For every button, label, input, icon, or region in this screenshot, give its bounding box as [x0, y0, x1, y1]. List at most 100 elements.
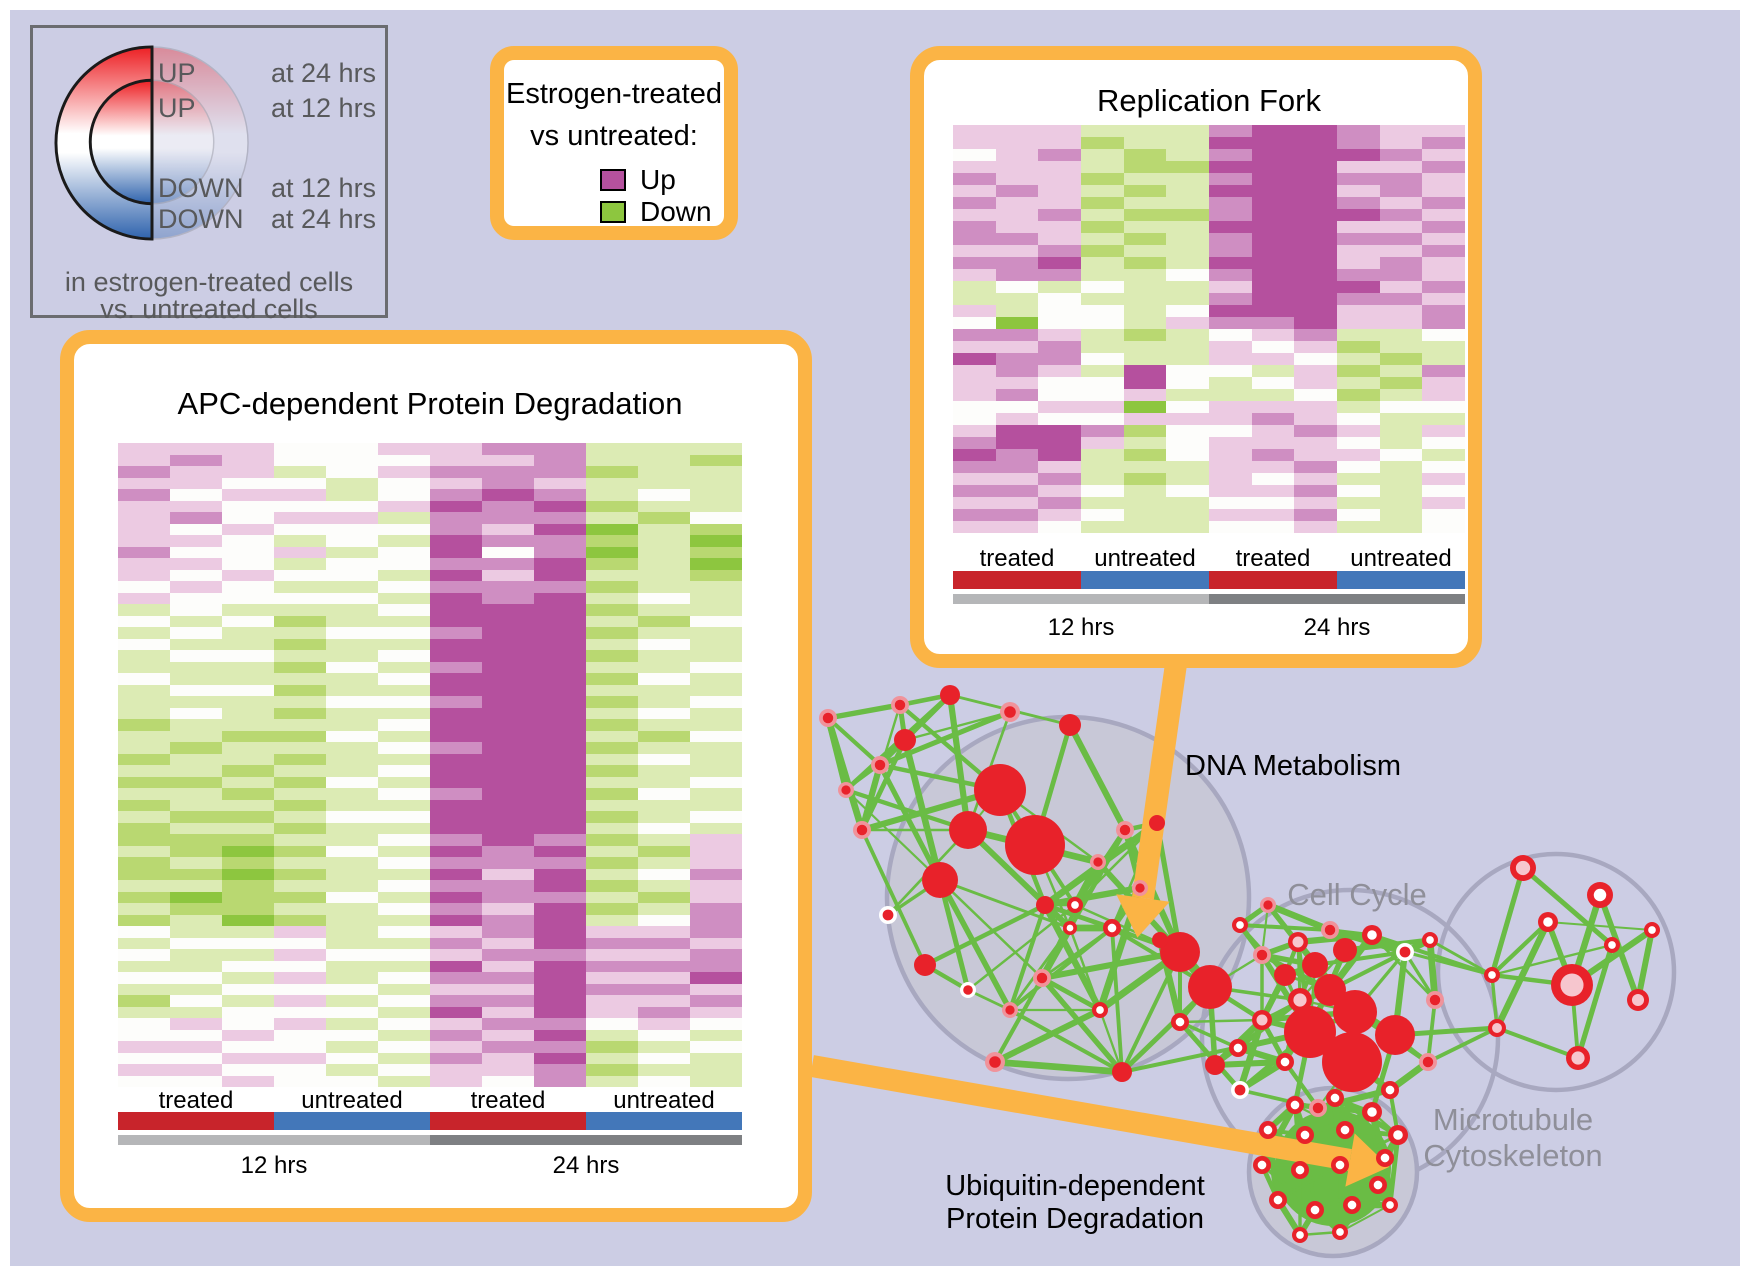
heatmap-cell — [1081, 161, 1124, 173]
heatmap-cell — [118, 1006, 170, 1018]
heatmap-cell — [430, 1064, 482, 1076]
heatmap-row — [953, 173, 1466, 185]
heatmap-cell — [995, 197, 1039, 209]
heatmap-cell — [1294, 473, 1338, 485]
heatmap-cell — [995, 497, 1039, 509]
heatmap-cell — [953, 161, 996, 173]
heatmap-cell — [995, 317, 1039, 329]
timepoint-color-bar — [953, 594, 1465, 604]
heatmap-cell — [1081, 485, 1124, 497]
heatmap-cell — [482, 1052, 534, 1064]
heatmap-cell — [1166, 329, 1210, 341]
heatmap-cell — [274, 1006, 326, 1018]
heatmap-cell — [690, 891, 742, 903]
heatmap-cell — [1209, 437, 1252, 449]
heatmap-cell — [326, 604, 378, 616]
heatmap-cell — [586, 960, 638, 972]
heatmap-cell — [638, 592, 690, 604]
heatmap-cell — [222, 765, 274, 777]
heatmap-cell — [1337, 257, 1380, 269]
heatmap-cell — [1294, 257, 1338, 269]
cluster-label-line: Protein Degradation — [946, 1203, 1204, 1235]
heatmap-cell — [118, 454, 170, 466]
heatmap-cell — [690, 696, 742, 708]
heatmap-cell — [953, 401, 996, 413]
heatmap-cell — [222, 880, 274, 892]
heatmap-row — [118, 604, 742, 616]
heatmap-cell — [1123, 521, 1167, 533]
heatmap-cell — [1422, 293, 1466, 305]
scale-direction: UP — [158, 93, 196, 123]
heatmap-cell — [1081, 245, 1124, 257]
heatmap-cell — [222, 535, 274, 547]
heatmap-cell — [534, 512, 586, 524]
heatmap-cell — [222, 995, 274, 1007]
heatmap-cell — [326, 788, 378, 800]
heatmap-cell — [953, 317, 996, 329]
heatmap-cell — [1294, 353, 1338, 365]
heatmap-cell — [1422, 497, 1466, 509]
heatmap-cell — [378, 546, 430, 558]
heatmap-cell — [170, 995, 222, 1007]
treatment-bar-segment — [1081, 571, 1209, 589]
heatmap-cell — [690, 1075, 742, 1087]
heatmap-cell — [638, 811, 690, 823]
heatmap-cell — [222, 1006, 274, 1018]
heatmap-cell — [170, 868, 222, 880]
heatmap-cell — [586, 845, 638, 857]
heatmap-cell — [1422, 377, 1466, 389]
heatmap-cell — [170, 1018, 222, 1030]
heatmap-cell — [1379, 413, 1423, 425]
heatmap-cell — [1251, 377, 1295, 389]
heatmap-cell — [430, 742, 482, 754]
treatment-bar-segment — [118, 1112, 274, 1130]
heatmap-cell — [995, 389, 1039, 401]
heatmap-cell — [430, 558, 482, 570]
heatmap-cell — [430, 477, 482, 489]
heatmap-cell — [170, 558, 222, 570]
heatmap-cell — [690, 926, 742, 938]
heatmap-cell — [534, 535, 586, 547]
heatmap-cell — [1294, 293, 1338, 305]
heatmap-cell — [274, 581, 326, 593]
heatmap-cell — [953, 341, 996, 353]
heatmap-cell — [326, 1006, 378, 1018]
heatmap-cell — [638, 926, 690, 938]
heatmap-cell — [1337, 245, 1380, 257]
heatmap-cell — [378, 788, 430, 800]
heatmap-cell — [430, 983, 482, 995]
heatmap-cell — [1337, 197, 1380, 209]
heatmap-row — [953, 233, 1466, 245]
heatmap-cell — [1294, 449, 1338, 461]
heatmap-cell — [326, 454, 378, 466]
heatmap-cell — [1379, 317, 1423, 329]
heatmap-cell — [1081, 125, 1124, 137]
heatmap-cell — [1251, 173, 1295, 185]
heatmap-cell — [118, 615, 170, 627]
heatmap-cell — [1379, 473, 1423, 485]
heatmap-row — [118, 454, 742, 466]
down-color-swatch — [600, 201, 626, 223]
heatmap-cell — [118, 466, 170, 478]
heatmap-cell — [326, 1064, 378, 1076]
heatmap-cell — [638, 1029, 690, 1041]
heatmap-cell — [1209, 353, 1252, 365]
heatmap-cell — [170, 696, 222, 708]
heatmap-cell — [1251, 413, 1295, 425]
cluster-label-line: Microtubule — [1432, 1102, 1594, 1137]
heatmap-cell — [326, 592, 378, 604]
heatmap-cell — [995, 125, 1039, 137]
heatmap-cell — [326, 1018, 378, 1030]
heatmap-cell — [1038, 437, 1082, 449]
heatmap-cell — [482, 546, 534, 558]
heatmap-cell — [482, 454, 534, 466]
heatmap-cell — [586, 684, 638, 696]
heatmap-cell — [170, 1052, 222, 1064]
heatmap-cell — [1038, 377, 1082, 389]
heatmap-cell — [953, 509, 996, 521]
heatmap-cell — [690, 719, 742, 731]
heatmap-cell — [378, 926, 430, 938]
heatmap-cell — [170, 1006, 222, 1018]
heatmap-row — [118, 707, 742, 719]
heatmap-cell — [586, 1006, 638, 1018]
